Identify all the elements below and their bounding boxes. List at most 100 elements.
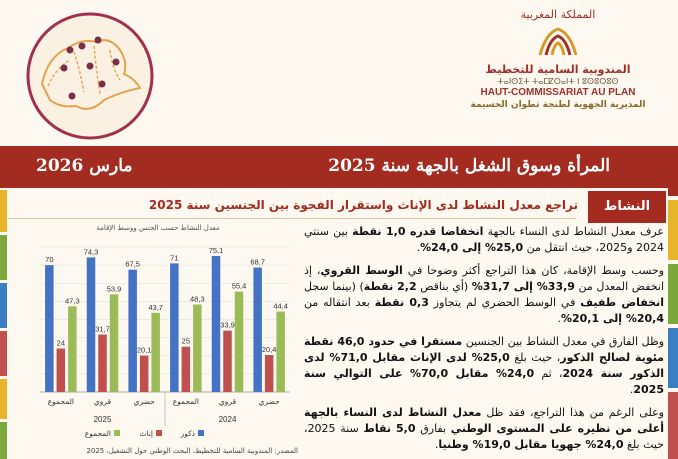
- hcp-arabic-name: المندوبية السامية للتخطيط: [485, 63, 631, 76]
- legend-label: ذكور: [180, 429, 195, 438]
- bar-value-label: 55,4: [232, 282, 247, 291]
- body-text: بين سنتي 2024 و2025، حيث انتقل من: [304, 225, 664, 254]
- title-bar: المرأة وسوق الشغل بالجهة سنة 2025 مارس 2…: [0, 146, 668, 188]
- bar-female: [139, 355, 149, 392]
- body-text: في الوسط الحضري لم يتجاوز: [428, 296, 581, 309]
- highlight-text: 0,3 نقطة: [374, 296, 429, 309]
- bar-male: [211, 255, 221, 392]
- highlight-text: انخفاضا قدره 1,0 نقطة: [352, 225, 484, 238]
- body-text: ) (بينما سجل: [304, 280, 364, 293]
- x-tick-label: المجموع: [173, 397, 199, 406]
- highlight-text: الوسط القروي: [320, 264, 403, 277]
- legend-label: إناث: [139, 429, 153, 438]
- bar-value-label: 53,9: [107, 284, 122, 293]
- body-text: .: [557, 312, 561, 325]
- paragraph-2: وحسب وسط الإقامة، كان هذا التراجع أكثر و…: [304, 263, 664, 327]
- highlight-text: 25,0% لدى الإناث مقابل 71,0% لدى الذكور …: [304, 351, 664, 380]
- analysis-text: عرف معدل النشاط لدى النساء بالجهة انخفاض…: [304, 224, 664, 459]
- bar-value-label: 68,7: [250, 258, 265, 267]
- group-year-label: 2025: [94, 415, 112, 424]
- body-text: .: [416, 241, 421, 254]
- body-text: سنة 2025، حيث بلغ: [304, 422, 664, 451]
- highlight-text: 24,0% مقابل 70,0% على التوالي سنة 2025: [304, 367, 664, 396]
- bar-male: [45, 265, 54, 392]
- chart-title: معدل النشاط حسب الجنس ووسط الإقامة: [96, 224, 220, 232]
- bar-value-label: 71: [170, 253, 178, 262]
- section-subtitle: تراجع معدل النشاط لدى الإناث واستقرار ال…: [148, 198, 578, 212]
- publication-date: مارس 2026: [36, 156, 133, 176]
- highlight-text: انخفاض طفيف: [580, 296, 665, 309]
- bar-total: [151, 312, 160, 392]
- x-tick-label: حضري: [259, 397, 281, 406]
- body-text: ، ثم: [534, 367, 563, 380]
- legend-swatch: [114, 430, 120, 436]
- hcp-logo-icon: [538, 27, 578, 56]
- bar-value-label: 70: [45, 255, 53, 264]
- bar-total: [276, 311, 285, 392]
- bar-value-label: 47,3: [65, 296, 80, 305]
- bar-female: [223, 330, 232, 392]
- body-text: وظل الفارق في معدل النشاط بين الجنسين: [462, 335, 665, 348]
- body-text: بعد انتقاله من: [304, 296, 375, 309]
- bar-female: [56, 348, 66, 392]
- section-tag: النشاط: [588, 191, 666, 223]
- regional-direction: المديرية الجهوية لطنجة تطوان الحسيمة: [470, 100, 646, 110]
- bar-male: [170, 263, 179, 392]
- highlight-text: 2,2 نقطة: [363, 280, 417, 293]
- legend-swatch: [198, 430, 204, 436]
- bar-value-label: 33,9: [220, 321, 235, 330]
- highlight-text: 5,0 نقاط: [363, 422, 416, 435]
- hcp-logo-block: المملكة المغربية المندوبية السامية للتخط…: [458, 6, 658, 136]
- highlight-text: 24,0% جهويا مقابل 19,0% وطنيا: [438, 438, 624, 451]
- hcp-tifinagh-name: ⵜⴰⵏⵙⵉⵜ ⵜⴰⵎⵇⵔⴰⵏⵜ ⵏ ⵓⵙⵓⵔⵓⵙ: [497, 77, 619, 86]
- chart-canvas: 70 24 47,3 المجموع 74,3 31,7 53,9 قروي 67,5 20,1 4…: [40, 246, 290, 438]
- left-color-stripe: [0, 190, 7, 459]
- body-text: ، إذ انخفض المعدل من: [304, 264, 665, 293]
- body-text: عرف معدل النشاط لدى النساء بالجهة: [483, 225, 664, 238]
- body-text: بفارق: [415, 422, 451, 435]
- paragraph-4: وعلى الرغم من هذا التراجع، فقد ظل معدل ا…: [304, 405, 664, 453]
- highlight-text: 33,9% إلى 31,7%: [471, 280, 575, 293]
- highlight-text: 20,4% إلى 20,1%: [560, 312, 664, 325]
- page-title: المرأة وسوق الشغل بالجهة سنة 2025: [328, 156, 610, 176]
- bar-value-label: 74,3: [84, 247, 99, 256]
- bar-female: [264, 355, 274, 392]
- bar-value-label: 48,3: [190, 294, 205, 303]
- legend-swatch: [156, 430, 162, 436]
- kingdom-name: المملكة المغربية: [520, 8, 596, 21]
- right-color-stripe: [668, 146, 678, 459]
- bar-male: [86, 257, 96, 392]
- body-text: .: [629, 383, 634, 396]
- chart-source: المصدر: المندوبية السامية للتخطيط، البحث…: [86, 447, 298, 455]
- bar-value-label: 24: [57, 339, 65, 348]
- bar-total: [68, 306, 77, 392]
- x-tick-label: حضري: [134, 397, 156, 406]
- bar-male: [253, 267, 262, 392]
- paragraph-1: عرف معدل النشاط لدى النساء بالجهة انخفاض…: [304, 224, 664, 256]
- bar-total: [234, 291, 244, 392]
- legend-label: المجموع: [85, 429, 111, 438]
- region-map-emblem: [26, 12, 154, 140]
- highlight-text: معدل النشاط لدى النساء بالجهة أعلى من نظ…: [304, 406, 665, 435]
- x-tick-label: قروي: [94, 397, 112, 406]
- bar-value-label: 20,4: [262, 345, 277, 354]
- bar-value-label: 75,1: [209, 246, 224, 255]
- bar-value-label: 67,5: [125, 260, 140, 269]
- paragraph-3: وظل الفارق في معدل النشاط بين الجنسين مس…: [304, 334, 664, 398]
- highlight-text: مستقرا في حدود 46,0 نقطة مئوية لصالح الذ…: [304, 335, 664, 364]
- highlight-text: 25,0% إلى 24,0%: [420, 241, 524, 254]
- body-text: ، حيث بلغ: [509, 351, 561, 364]
- bar-value-label: 25: [182, 337, 190, 346]
- body-text: .: [434, 438, 439, 451]
- x-tick-label: قروي: [219, 397, 237, 406]
- bar-value-label: 31,7: [95, 325, 110, 334]
- bar-value-label: 43,7: [148, 303, 163, 312]
- bar-female: [98, 334, 107, 392]
- activity-rate-chart: معدل النشاط حسب الجنس ووسط الإقامة 70 24 4…: [18, 224, 298, 456]
- group-year-label: 2024: [219, 415, 237, 424]
- body-text: (أي بناقص: [416, 280, 472, 293]
- body-text: وعلى الرغم من هذا التراجع، فقد ظل: [481, 406, 664, 419]
- bar-value-label: 44,4: [273, 302, 288, 311]
- bar-total: [193, 304, 202, 392]
- bar-value-label: 20,1: [137, 346, 152, 355]
